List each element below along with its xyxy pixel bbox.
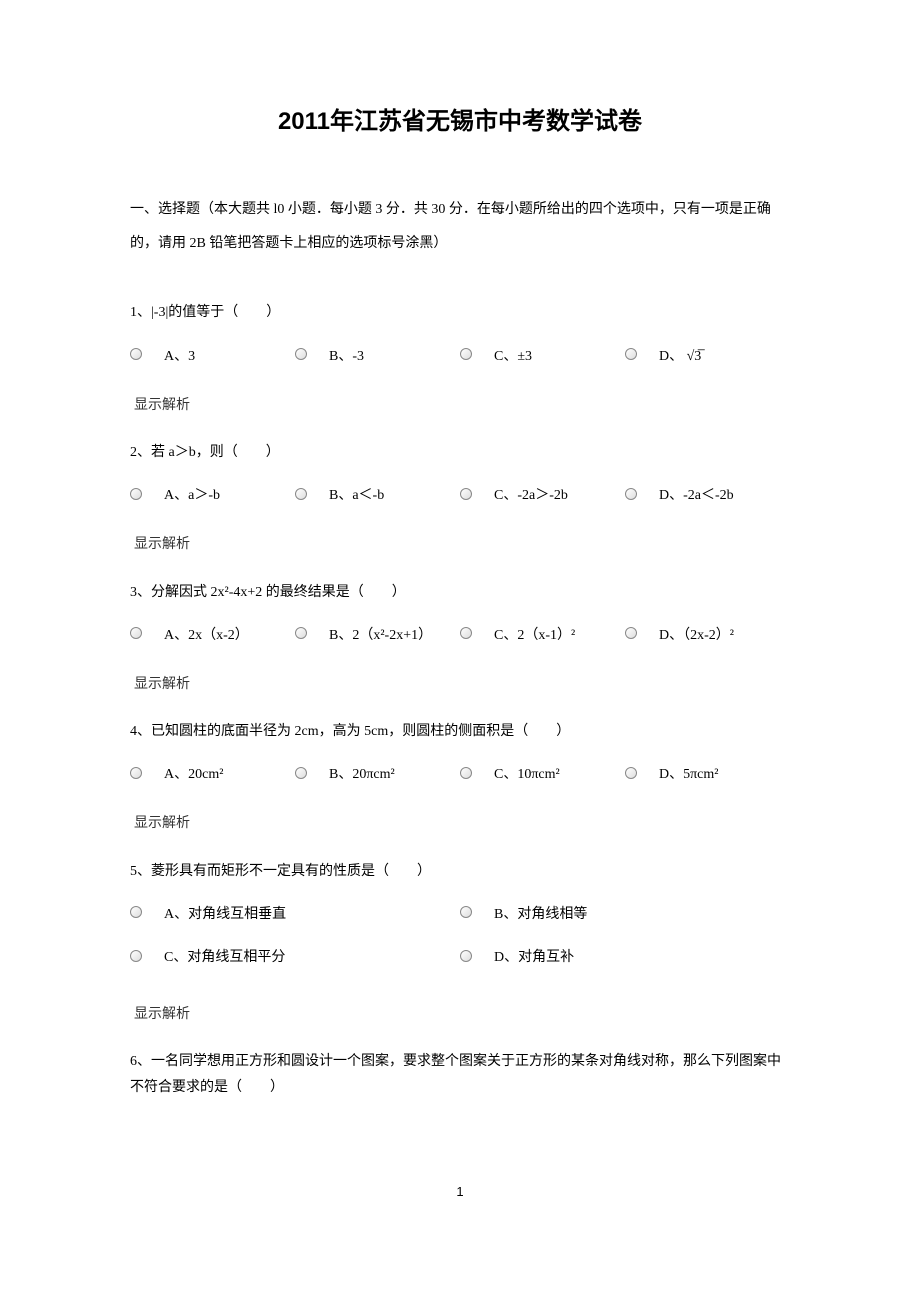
show-analysis-link[interactable]: 显示解析 [134, 811, 790, 836]
show-analysis-link[interactable]: 显示解析 [134, 532, 790, 557]
questions-container: 1、|-3|的值等于（ ）A、3B、-3C、±3D、 √3̅显示解析2、若 a＞… [130, 300, 790, 1099]
radio-icon[interactable] [295, 488, 307, 500]
section-header: 一、选择题（本大题共 l0 小题．每小题 3 分．共 30 分．在每小题所给出的… [130, 193, 790, 260]
option-text: A、对角线互相垂直 [164, 902, 286, 927]
radio-icon[interactable] [130, 950, 142, 962]
radio-icon[interactable] [625, 767, 637, 779]
option-text: B、2（x²-2x+1） [329, 623, 432, 648]
option[interactable]: A、a＞-b [130, 483, 295, 508]
options-row: A、2x（x-2） B、2（x²-2x+1） C、2（x-1）² D、（2x-2）² [130, 623, 790, 658]
show-analysis-link[interactable]: 显示解析 [134, 1002, 790, 1027]
show-analysis-link[interactable]: 显示解析 [134, 393, 790, 418]
option[interactable]: A、20cm² [130, 762, 295, 787]
radio-icon[interactable] [295, 767, 307, 779]
radio-icon[interactable] [130, 488, 142, 500]
option-text: A、3 [164, 344, 195, 369]
option-text: A、a＞-b [164, 483, 220, 508]
radio-icon[interactable] [460, 950, 472, 962]
option-text: D、-2a＜-2b [659, 483, 734, 508]
question-text: 6、一名同学想用正方形和圆设计一个图案，要求整个图案关于正方形的某条对角线对称，… [130, 1049, 790, 1099]
option[interactable]: C、10πcm² [460, 762, 625, 787]
option[interactable]: C、对角线互相平分 [130, 945, 460, 970]
radio-icon[interactable] [460, 906, 472, 918]
option-text: C、±3 [494, 344, 532, 369]
option[interactable]: A、对角线互相垂直 [130, 902, 460, 927]
option[interactable]: B、-3 [295, 344, 460, 369]
options-row: A、20cm² B、20πcm² C、10πcm² D、5πcm² [130, 762, 790, 797]
option-text: C、-2a＞-2b [494, 483, 568, 508]
option[interactable]: D、（2x-2）² [625, 623, 790, 648]
option[interactable]: C、2（x-1）² [460, 623, 625, 648]
radio-icon[interactable] [460, 348, 472, 360]
radio-icon[interactable] [130, 906, 142, 918]
option[interactable]: D、-2a＜-2b [625, 483, 790, 508]
page-title: 2011年江苏省无锡市中考数学试卷 [130, 100, 790, 143]
option-text: A、2x（x-2） [164, 623, 249, 648]
options-row: A、对角线互相垂直 B、对角线相等 C、对角线互相平分 D、对角互补 [130, 902, 790, 988]
question-text: 1、|-3|的值等于（ ） [130, 300, 790, 325]
option[interactable]: C、±3 [460, 344, 625, 369]
question-text: 2、若 a＞b，则（ ） [130, 440, 790, 465]
radio-icon[interactable] [295, 627, 307, 639]
option-text: C、10πcm² [494, 762, 560, 787]
radio-icon[interactable] [625, 627, 637, 639]
option-text: D、对角互补 [494, 945, 574, 970]
question-text: 5、菱形具有而矩形不一定具有的性质是（ ） [130, 859, 790, 884]
radio-icon[interactable] [460, 767, 472, 779]
radio-icon[interactable] [460, 488, 472, 500]
option-text: B、a＜-b [329, 483, 384, 508]
option-text: B、-3 [329, 344, 364, 369]
question: 3、分解因式 2x²-4x+2 的最终结果是（ ） A、2x（x-2） B、2（x²… [130, 580, 790, 698]
option-text: D、（2x-2）² [659, 623, 734, 648]
option[interactable]: D、 √3̅ [625, 344, 790, 369]
option[interactable]: B、2（x²-2x+1） [295, 623, 460, 648]
option-text: D、 √3̅ [659, 344, 701, 369]
option-text: A、20cm² [164, 762, 223, 787]
option-text: C、2（x-1）² [494, 623, 575, 648]
radio-icon[interactable] [625, 488, 637, 500]
radio-icon[interactable] [130, 767, 142, 779]
option[interactable]: A、2x（x-2） [130, 623, 295, 648]
question: 6、一名同学想用正方形和圆设计一个图案，要求整个图案关于正方形的某条对角线对称，… [130, 1049, 790, 1099]
option[interactable]: D、对角互补 [460, 945, 790, 970]
option[interactable]: C、-2a＞-2b [460, 483, 625, 508]
radio-icon[interactable] [130, 348, 142, 360]
option-text: B、对角线相等 [494, 902, 587, 927]
page-number: 1 [130, 1180, 790, 1203]
option[interactable]: A、3 [130, 344, 295, 369]
option-text: B、20πcm² [329, 762, 395, 787]
show-analysis-link[interactable]: 显示解析 [134, 672, 790, 697]
options-row: A、3 B、-3 C、±3 D、 √3̅ [130, 344, 790, 379]
radio-icon[interactable] [625, 348, 637, 360]
option[interactable]: D、5πcm² [625, 762, 790, 787]
options-row: A、a＞-b B、a＜-b C、-2a＞-2b D、-2a＜-2b [130, 483, 790, 518]
question: 1、|-3|的值等于（ ） A、3 B、-3 C、±3 D、 √3̅ 显示解析 [130, 300, 790, 418]
radio-icon[interactable] [460, 627, 472, 639]
option-text: D、5πcm² [659, 762, 718, 787]
option[interactable]: B、20πcm² [295, 762, 460, 787]
option-text: C、对角线互相平分 [164, 945, 285, 970]
question: 2、若 a＞b，则（ ） A、a＞-b B、a＜-b C、-2a＞-2b D、-2a＜-… [130, 440, 790, 558]
question: 4、已知圆柱的底面半径为 2cm，高为 5cm，则圆柱的侧面积是（ ） A、20c… [130, 719, 790, 837]
radio-icon[interactable] [130, 627, 142, 639]
question-text: 4、已知圆柱的底面半径为 2cm，高为 5cm，则圆柱的侧面积是（ ） [130, 719, 790, 744]
radio-icon[interactable] [295, 348, 307, 360]
option[interactable]: B、对角线相等 [460, 902, 790, 927]
question-text: 3、分解因式 2x²-4x+2 的最终结果是（ ） [130, 580, 790, 605]
option[interactable]: B、a＜-b [295, 483, 460, 508]
question: 5、菱形具有而矩形不一定具有的性质是（ ） A、对角线互相垂直 B、对角线相等 C、对… [130, 859, 790, 1028]
